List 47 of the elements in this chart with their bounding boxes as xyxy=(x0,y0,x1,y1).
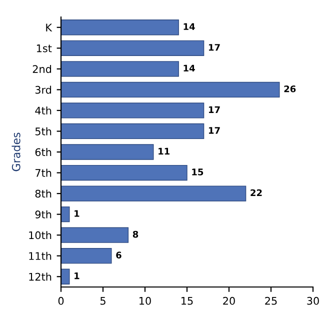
data-label: 1 xyxy=(74,210,80,217)
data-label: 14 xyxy=(184,64,195,72)
y-axis-title: Grades xyxy=(12,132,20,172)
bar xyxy=(61,186,246,202)
y-tick-label: 8th xyxy=(35,190,52,198)
y-tick-label: 5th xyxy=(35,127,52,136)
data-label: 15 xyxy=(192,168,204,176)
bar xyxy=(61,102,204,118)
data-label: 1 xyxy=(74,272,80,280)
data-label: 6 xyxy=(116,252,122,258)
y-tick-label: 7th xyxy=(36,168,52,177)
y-tick-label: 1st xyxy=(36,44,52,52)
y-tick-label: 3rd xyxy=(35,86,52,94)
y-tick-label: 11th xyxy=(29,252,52,260)
y-tick-label: 2nd xyxy=(32,64,52,74)
x-tick-label: 20 xyxy=(223,296,235,305)
data-label: 8 xyxy=(132,230,138,238)
bar xyxy=(61,123,204,140)
y-tick-label: 12th xyxy=(29,272,52,281)
bar xyxy=(61,206,70,222)
bar xyxy=(61,144,154,160)
bar xyxy=(61,82,280,98)
bar xyxy=(61,248,112,264)
x-tick-label: 25 xyxy=(265,296,277,305)
bar xyxy=(61,227,129,243)
data-label: 26 xyxy=(284,85,296,92)
y-tick-label: 4th xyxy=(35,106,52,114)
x-tick-label: 0 xyxy=(58,296,64,305)
x-tick-label: 15 xyxy=(182,297,193,305)
bar xyxy=(61,40,204,56)
bar xyxy=(61,61,179,77)
bar xyxy=(61,268,70,284)
x-tick-label: 30 xyxy=(307,296,319,305)
data-label: 14 xyxy=(184,23,195,30)
bar xyxy=(61,164,188,181)
y-tick-label: 6th xyxy=(35,148,52,156)
data-label: 17 xyxy=(208,106,220,113)
data-label: 17 xyxy=(208,127,220,134)
data-label: 11 xyxy=(158,148,170,154)
data-label: 22 xyxy=(250,189,262,196)
x-tick-label: 5 xyxy=(100,297,106,305)
bar xyxy=(61,20,179,36)
y-tick-label: 9th xyxy=(35,210,52,218)
y-tick-label: K xyxy=(46,24,52,32)
x-tick-label: 10 xyxy=(140,296,151,305)
y-tick-label: 10th xyxy=(29,231,52,240)
data-label: 17 xyxy=(208,44,220,51)
